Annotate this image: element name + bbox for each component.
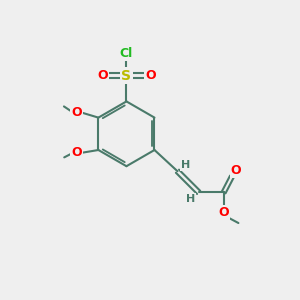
Text: O: O — [145, 69, 156, 82]
Text: O: O — [231, 164, 242, 177]
Text: O: O — [71, 106, 82, 119]
Text: O: O — [97, 69, 108, 82]
Text: H: H — [186, 194, 195, 204]
Text: Cl: Cl — [120, 47, 133, 60]
Text: H: H — [181, 160, 190, 170]
Text: S: S — [122, 68, 131, 83]
Text: O: O — [218, 206, 229, 219]
Text: O: O — [71, 146, 82, 159]
